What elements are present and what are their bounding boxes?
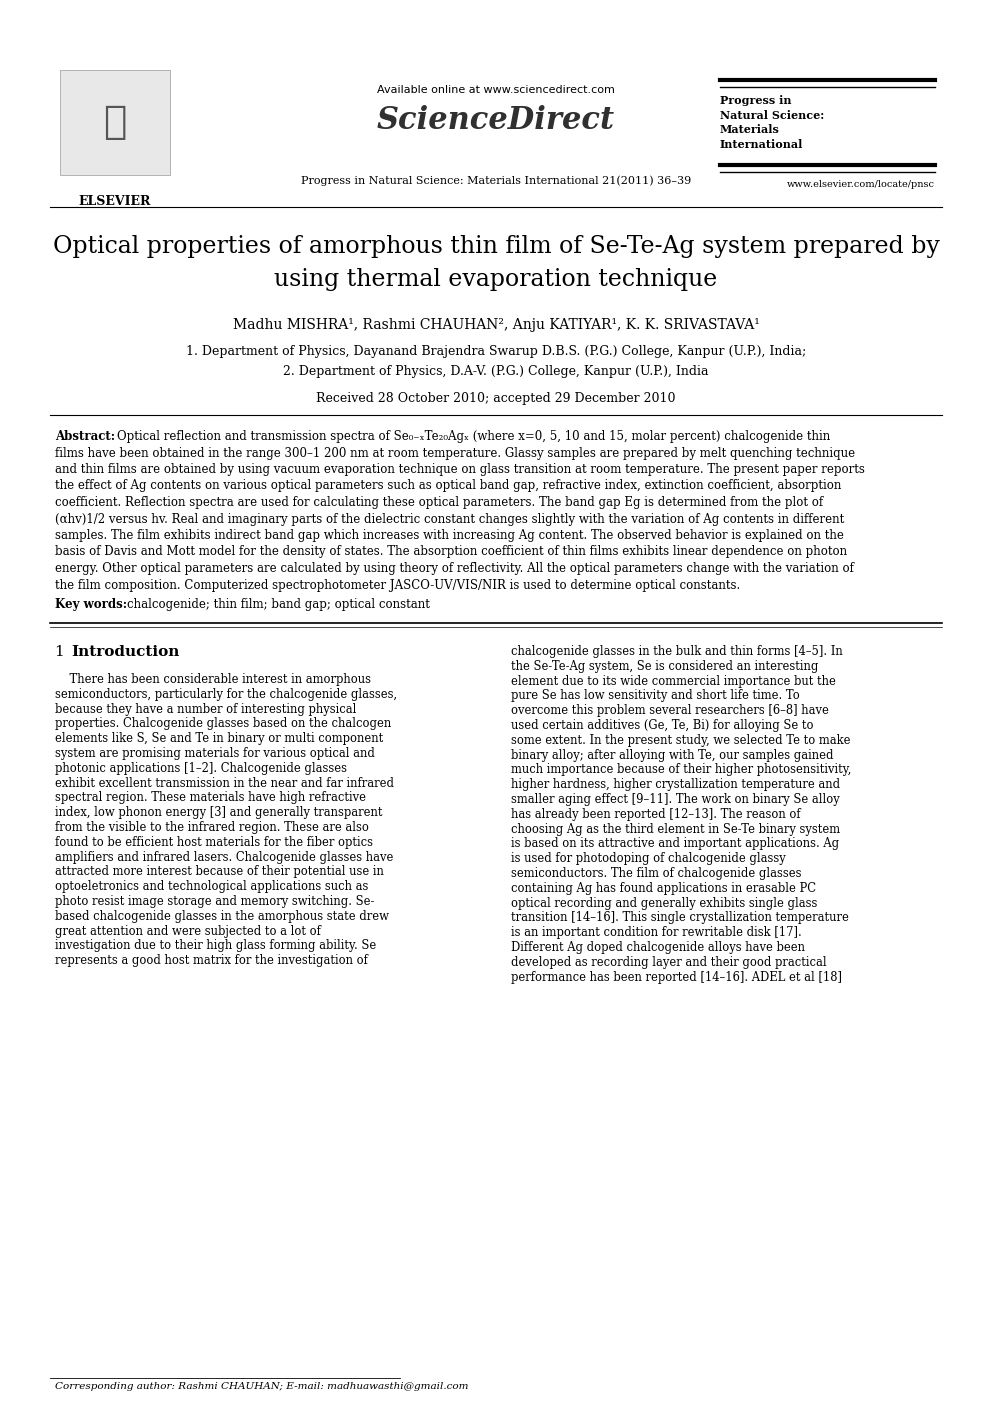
Text: using thermal evaporation technique: using thermal evaporation technique <box>275 268 717 290</box>
Bar <box>60 70 170 175</box>
Text: from the visible to the infrared region. These are also: from the visible to the infrared region.… <box>55 821 369 833</box>
Text: 1: 1 <box>55 645 69 659</box>
Text: semiconductors. The film of chalcogenide glasses: semiconductors. The film of chalcogenide… <box>511 867 802 880</box>
Text: basis of Davis and Mott model for the density of states. The absorption coeffici: basis of Davis and Mott model for the de… <box>55 546 847 558</box>
Text: energy. Other optical parameters are calculated by using theory of reflectivity.: energy. Other optical parameters are cal… <box>55 563 854 575</box>
Text: the Se-Te-Ag system, Se is considered an interesting: the Se-Te-Ag system, Se is considered an… <box>511 659 818 673</box>
Text: investigation due to their high glass forming ability. Se: investigation due to their high glass fo… <box>55 940 376 953</box>
Text: transition [14–16]. This single crystallization temperature: transition [14–16]. This single crystall… <box>511 912 849 925</box>
Text: Optical reflection and transmission spectra of Se₀₋ₓTe₂₀Agₓ (where x=0, 5, 10 an: Optical reflection and transmission spec… <box>117 429 830 443</box>
Text: chalcogenide glasses in the bulk and thin forms [4–5]. In: chalcogenide glasses in the bulk and thi… <box>511 645 843 658</box>
Text: Optical properties of amorphous thin film of Se-Te-Ag system prepared by: Optical properties of amorphous thin fil… <box>53 234 939 258</box>
Text: element due to its wide commercial importance but the: element due to its wide commercial impor… <box>511 675 836 687</box>
Text: Corresponding author: Rashmi CHAUHAN; E-mail: madhuawasthi@gmail.com: Corresponding author: Rashmi CHAUHAN; E-… <box>55 1382 468 1390</box>
Text: 🌳: 🌳 <box>103 102 127 140</box>
Text: the effect of Ag contents on various optical parameters such as optical band gap: the effect of Ag contents on various opt… <box>55 480 841 492</box>
Text: higher hardness, higher crystallization temperature and: higher hardness, higher crystallization … <box>511 779 840 791</box>
Text: amplifiers and infrared lasers. Chalcogenide glasses have: amplifiers and infrared lasers. Chalcoge… <box>55 850 394 864</box>
Text: used certain additives (Ge, Te, Bi) for alloying Se to: used certain additives (Ge, Te, Bi) for … <box>511 718 813 732</box>
Text: based chalcogenide glasses in the amorphous state drew: based chalcogenide glasses in the amorph… <box>55 909 389 923</box>
Text: spectral region. These materials have high refractive: spectral region. These materials have hi… <box>55 791 366 804</box>
Text: chalcogenide; thin film; band gap; optical constant: chalcogenide; thin film; band gap; optic… <box>127 598 430 610</box>
Text: samples. The film exhibits indirect band gap which increases with increasing Ag : samples. The film exhibits indirect band… <box>55 529 844 542</box>
Text: (αhv)1/2 versus hv. Real and imaginary parts of the dielectric constant changes : (αhv)1/2 versus hv. Real and imaginary p… <box>55 512 844 526</box>
Text: and thin films are obtained by using vacuum evaporation technique on glass trans: and thin films are obtained by using vac… <box>55 463 865 476</box>
Text: properties. Chalcogenide glasses based on the chalcogen: properties. Chalcogenide glasses based o… <box>55 717 391 731</box>
Text: overcome this problem several researchers [6–8] have: overcome this problem several researcher… <box>511 704 829 717</box>
Text: optical recording and generally exhibits single glass: optical recording and generally exhibits… <box>511 897 817 909</box>
Text: Abstract:: Abstract: <box>55 429 115 443</box>
Text: Madhu MISHRA¹, Rashmi CHAUHAN², Anju KATIYAR¹, K. K. SRIVASTAVA¹: Madhu MISHRA¹, Rashmi CHAUHAN², Anju KAT… <box>233 318 759 333</box>
Text: optoeletronics and technological applications such as: optoeletronics and technological applica… <box>55 880 368 894</box>
Text: choosing Ag as the third element in Se-Te binary system: choosing Ag as the third element in Se-T… <box>511 822 840 836</box>
Text: ScienceDirect: ScienceDirect <box>377 105 615 136</box>
Text: Different Ag doped chalcogenide alloys have been: Different Ag doped chalcogenide alloys h… <box>511 941 805 954</box>
Text: the film composition. Computerized spectrophotometer JASCO-UV/VIS/NIR is used to: the film composition. Computerized spect… <box>55 578 740 592</box>
Text: much importance because of their higher photosensitivity,: much importance because of their higher … <box>511 763 851 776</box>
Text: ELSEVIER: ELSEVIER <box>78 195 151 208</box>
Text: great attention and were subjected to a lot of: great attention and were subjected to a … <box>55 925 320 937</box>
Text: exhibit excellent transmission in the near and far infrared: exhibit excellent transmission in the ne… <box>55 777 394 790</box>
Text: 1. Department of Physics, Dayanand Brajendra Swarup D.B.S. (P.G.) College, Kanpu: 1. Department of Physics, Dayanand Braje… <box>186 345 806 358</box>
Text: performance has been reported [14–16]. ADEL et al [18]: performance has been reported [14–16]. A… <box>511 971 842 984</box>
Text: developed as recording layer and their good practical: developed as recording layer and their g… <box>511 955 826 969</box>
Text: films have been obtained in the range 300–1 200 nm at room temperature. Glassy s: films have been obtained in the range 30… <box>55 446 855 460</box>
Text: Introduction: Introduction <box>71 645 180 659</box>
Text: is based on its attractive and important applications. Ag: is based on its attractive and important… <box>511 838 839 850</box>
Text: Key words:: Key words: <box>55 598 127 610</box>
Text: index, low phonon energy [3] and generally transparent: index, low phonon energy [3] and general… <box>55 807 383 819</box>
Text: coefficient. Reflection spectra are used for calculating these optical parameter: coefficient. Reflection spectra are used… <box>55 497 823 509</box>
Text: Received 28 October 2010; accepted 29 December 2010: Received 28 October 2010; accepted 29 De… <box>316 391 676 405</box>
Text: represents a good host matrix for the investigation of: represents a good host matrix for the in… <box>55 954 368 967</box>
Text: semiconductors, particularly for the chalcogenide glasses,: semiconductors, particularly for the cha… <box>55 687 397 702</box>
Text: containing Ag has found applications in erasable PC: containing Ag has found applications in … <box>511 882 816 895</box>
Text: system are promising materials for various optical and: system are promising materials for vario… <box>55 746 375 760</box>
Text: binary alloy; after alloying with Te, our samples gained: binary alloy; after alloying with Te, ou… <box>511 749 833 762</box>
Text: Progress in Natural Science: Materials International 21(2011) 36–39: Progress in Natural Science: Materials I… <box>301 175 691 185</box>
Text: found to be efficient host materials for the fiber optics: found to be efficient host materials for… <box>55 836 373 849</box>
Text: attracted more interest because of their potential use in: attracted more interest because of their… <box>55 866 384 878</box>
Text: There has been considerable interest in amorphous: There has been considerable interest in … <box>55 673 371 686</box>
Text: 2. Department of Physics, D.A-V. (P.G.) College, Kanpur (U.P.), India: 2. Department of Physics, D.A-V. (P.G.) … <box>284 365 708 377</box>
Text: photo resist image storage and memory switching. Se-: photo resist image storage and memory sw… <box>55 895 374 908</box>
Text: is used for photodoping of chalcogenide glassy: is used for photodoping of chalcogenide … <box>511 852 786 866</box>
Text: smaller aging effect [9–11]. The work on binary Se alloy: smaller aging effect [9–11]. The work on… <box>511 793 840 805</box>
Text: www.elsevier.com/locate/pnsc: www.elsevier.com/locate/pnsc <box>787 180 935 189</box>
Text: Progress in
Natural Science:
Materials
International: Progress in Natural Science: Materials I… <box>720 95 824 150</box>
Text: Available online at www.sciencedirect.com: Available online at www.sciencedirect.co… <box>377 86 615 95</box>
Text: pure Se has low sensitivity and short life time. To: pure Se has low sensitivity and short li… <box>511 689 800 703</box>
Text: is an important condition for rewritable disk [17].: is an important condition for rewritable… <box>511 926 802 939</box>
Text: some extent. In the present study, we selected Te to make: some extent. In the present study, we se… <box>511 734 850 746</box>
Text: elements like S, Se and Te in binary or multi component: elements like S, Se and Te in binary or … <box>55 732 383 745</box>
Text: because they have a number of interesting physical: because they have a number of interestin… <box>55 703 356 716</box>
Text: photonic applications [1–2]. Chalcogenide glasses: photonic applications [1–2]. Chalcogenid… <box>55 762 347 774</box>
Text: has already been reported [12–13]. The reason of: has already been reported [12–13]. The r… <box>511 808 801 821</box>
